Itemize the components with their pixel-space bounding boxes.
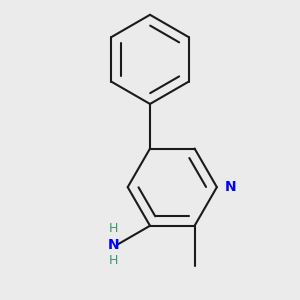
Text: N: N (108, 238, 119, 252)
Text: H: H (109, 254, 118, 267)
Text: H: H (109, 222, 118, 236)
Text: N: N (224, 180, 236, 194)
